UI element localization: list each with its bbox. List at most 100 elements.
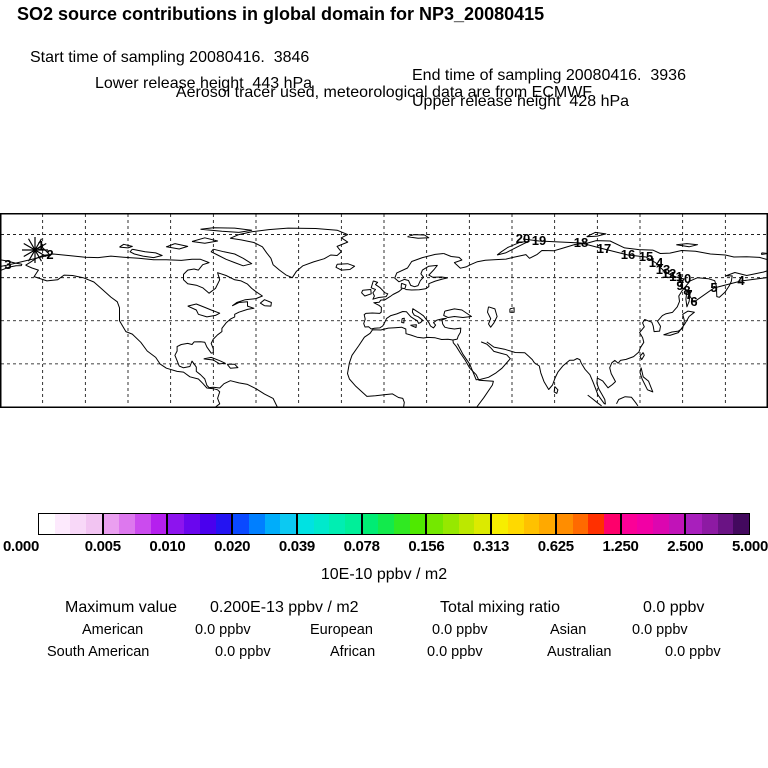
colorbar-cell [717,514,734,534]
sampling-time-line: Start time of sampling 20080416. 3846 En… [0,31,768,103]
region-value: 0.0 ppbv [427,644,483,660]
release-height-line: Lower release height 443 hPa Upper relea… [0,57,768,129]
colorbar-tick-label: 0.039 [278,538,315,555]
colorbar-segment [490,514,555,534]
colorbar-cell [686,514,703,534]
total-mixing-ratio-label: Total mixing ratio [440,599,561,616]
map-border [0,213,768,408]
colorbar-cell [264,514,281,534]
colorbar-cell [409,514,426,534]
colorbar-cell [135,514,151,534]
colorbar [38,513,750,535]
release-point-star-icon [22,237,48,263]
lower-release-text: Lower release height 443 hPa [95,75,313,92]
trajectory-point-label: 14 [649,255,664,270]
colorbar-cell [297,514,314,534]
colorbar-cell [54,514,71,534]
colorbar-cell [702,514,718,534]
colorbar-tick-label: 0.156 [408,538,445,555]
trajectory-point-label: 1 [37,238,44,253]
trajectory-point-label: 3 [4,257,11,272]
region-name: European [310,622,373,638]
colorbar-cell [215,514,232,534]
colorbar-segment [619,514,685,534]
colorbar-cell [443,514,459,534]
trajectory-point-label: 6 [690,294,697,309]
colorbar-segment [166,514,232,534]
world-map: 1 2 3 4 5 6 7 8 9 10 11 12 13 14 15 16 17 18 19 20 [0,213,768,408]
trajectory-point-label: 17 [597,241,611,256]
trajectory-point-label: 16 [621,247,635,262]
colorbar-cell [668,514,685,534]
colorbar-segment [231,514,296,534]
colorbar-tick-label: 2.500 [667,538,704,555]
colorbar-cell [378,514,395,534]
colorbar-tick-labels: 0.000 0.005 0.010 0.020 0.039 0.078 0.156 0.313… [0,538,768,556]
trajectory-point-label: 8 [683,283,690,298]
region-value: 0.0 ppbv [195,622,251,638]
trajectory-point-label: 12 [662,266,676,281]
maximum-value-label: Maximum value [65,599,178,616]
colorbar-cell [362,514,379,534]
colorbar-segment [101,514,167,534]
colorbar-tick-label: 0.000 [2,538,40,555]
colorbar-cell [280,514,296,534]
trajectory-point-label: 11 [669,269,683,284]
trajectory-point-label: 18 [574,235,588,250]
colorbar-segment [425,514,491,534]
trajectory-point-label: 20 [516,231,530,246]
colorbar-cell [150,514,167,534]
colorbar-tick-label: 0.020 [214,538,251,555]
colorbar-segment [295,514,361,534]
colorbar-tick-label: 0.078 [343,538,380,555]
region-name: African [330,644,376,660]
colorbar-cell [621,514,638,534]
colorbar-cell [248,514,265,534]
colorbar-cell [119,514,136,534]
colorbar-cell [184,514,200,534]
colorbar-segment [684,514,750,534]
upper-release-text: Upper release height 428 hPa [412,93,630,110]
trajectory-point-label: 9 [676,278,683,293]
colorbar-cell [523,514,540,534]
colorbar-cell [474,514,491,534]
region-name: American [82,622,144,638]
trajectory-point-label: 2 [46,247,53,262]
trajectory-point-label: 13 [656,262,670,277]
colorbar-units-label: 10E-10 ppbv / m2 [320,566,448,583]
maximum-value: 0.200E-13 ppbv / m2 [210,599,359,616]
region-value: 0.0 ppbv [215,644,271,660]
colorbar-cell [168,514,185,534]
total-mixing-ratio-value: 0.0 ppbv [643,599,705,616]
colorbar-tick-label: 5.000 [731,538,768,555]
region-name: Asian [550,622,587,638]
colorbar-segment [554,514,620,534]
colorbar-cell [588,514,604,534]
region-value: 0.0 ppbv [665,644,721,660]
colorbar-cell [572,514,589,534]
colorbar-tick-label: 1.250 [602,538,639,555]
colorbar-cell [199,514,216,534]
trajectory-point-label: 7 [685,287,692,302]
region-name: Australian [547,644,612,660]
plot-title: SO2 source contributions in global domai… [17,4,545,24]
colorbar-segment [39,514,102,534]
colorbar-cell [458,514,475,534]
region-value: 0.0 ppbv [432,622,488,638]
colorbar-tick-label: 0.010 [149,538,186,555]
colorbar-cell [733,514,750,534]
trajectory-point-label: 5 [710,280,717,295]
colorbar-cell [394,514,410,534]
colorbar-tick-label: 0.313 [473,538,510,555]
trajectory-point-label: 15 [639,249,653,264]
start-time-text: Start time of sampling 20080416. 3846 [30,49,310,66]
colorbar-cell [427,514,444,534]
region-value: 0.0 ppbv [632,622,688,638]
colorbar-tick-label: 0.625 [537,538,574,555]
colorbar-cell [345,514,361,534]
colorbar-cell [603,514,620,534]
graticule [1,214,767,406]
colorbar-cell [507,514,524,534]
trajectory-point-label: 19 [532,233,546,248]
